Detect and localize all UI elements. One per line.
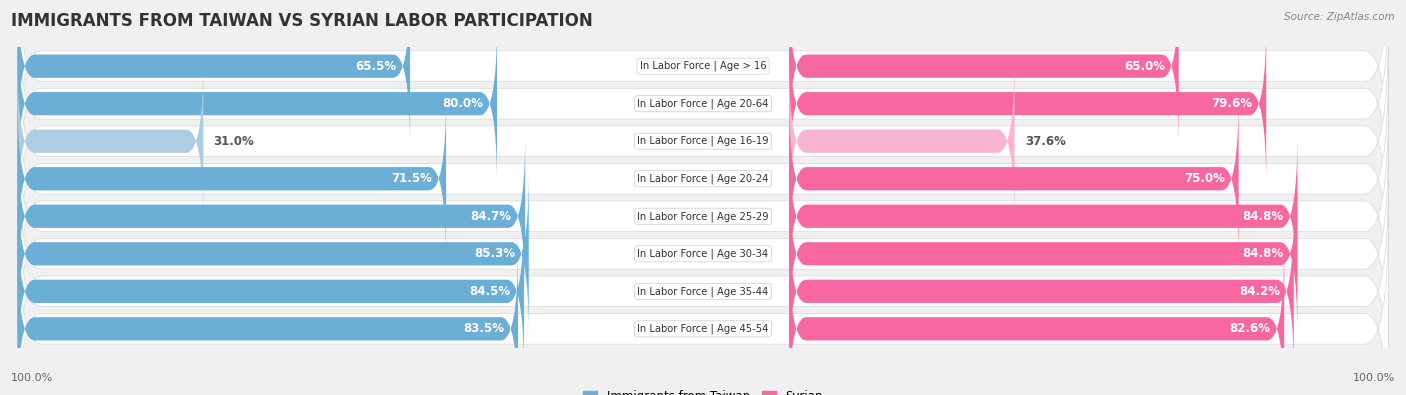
Text: 79.6%: 79.6% <box>1212 97 1253 110</box>
Text: 82.6%: 82.6% <box>1229 322 1271 335</box>
FancyBboxPatch shape <box>17 246 517 395</box>
FancyBboxPatch shape <box>17 63 1389 295</box>
FancyBboxPatch shape <box>17 209 524 374</box>
Text: 75.0%: 75.0% <box>1184 172 1225 185</box>
Text: 37.6%: 37.6% <box>1025 135 1066 148</box>
FancyBboxPatch shape <box>17 25 1389 257</box>
FancyBboxPatch shape <box>17 0 1389 220</box>
Text: 84.7%: 84.7% <box>471 210 512 223</box>
Text: 85.3%: 85.3% <box>474 247 515 260</box>
FancyBboxPatch shape <box>789 21 1267 186</box>
Text: In Labor Force | Age 35-44: In Labor Force | Age 35-44 <box>637 286 769 297</box>
FancyBboxPatch shape <box>17 96 446 261</box>
FancyBboxPatch shape <box>17 138 1389 370</box>
Text: 84.8%: 84.8% <box>1243 247 1284 260</box>
FancyBboxPatch shape <box>17 134 526 299</box>
FancyBboxPatch shape <box>17 0 1389 182</box>
Text: 100.0%: 100.0% <box>11 373 53 383</box>
FancyBboxPatch shape <box>789 0 1178 149</box>
Text: In Labor Force | Age > 16: In Labor Force | Age > 16 <box>640 61 766 71</box>
Text: 31.0%: 31.0% <box>214 135 254 148</box>
FancyBboxPatch shape <box>789 171 1298 336</box>
Text: 83.5%: 83.5% <box>463 322 505 335</box>
FancyBboxPatch shape <box>789 96 1239 261</box>
Text: 80.0%: 80.0% <box>443 97 484 110</box>
Text: 71.5%: 71.5% <box>391 172 432 185</box>
Text: In Labor Force | Age 45-54: In Labor Force | Age 45-54 <box>637 324 769 334</box>
Text: In Labor Force | Age 20-64: In Labor Force | Age 20-64 <box>637 98 769 109</box>
Text: In Labor Force | Age 20-24: In Labor Force | Age 20-24 <box>637 173 769 184</box>
FancyBboxPatch shape <box>789 134 1298 299</box>
Text: 84.2%: 84.2% <box>1239 285 1279 298</box>
Text: IMMIGRANTS FROM TAIWAN VS SYRIAN LABOR PARTICIPATION: IMMIGRANTS FROM TAIWAN VS SYRIAN LABOR P… <box>11 12 593 30</box>
FancyBboxPatch shape <box>789 246 1284 395</box>
FancyBboxPatch shape <box>17 100 1389 332</box>
FancyBboxPatch shape <box>17 171 529 336</box>
Text: 65.0%: 65.0% <box>1123 60 1166 73</box>
FancyBboxPatch shape <box>17 0 411 149</box>
Text: 65.5%: 65.5% <box>356 60 396 73</box>
Text: 84.8%: 84.8% <box>1243 210 1284 223</box>
Text: In Labor Force | Age 25-29: In Labor Force | Age 25-29 <box>637 211 769 222</box>
FancyBboxPatch shape <box>17 213 1389 395</box>
Legend: Immigrants from Taiwan, Syrian: Immigrants from Taiwan, Syrian <box>578 385 828 395</box>
FancyBboxPatch shape <box>17 59 204 224</box>
Text: 84.5%: 84.5% <box>470 285 510 298</box>
Text: Source: ZipAtlas.com: Source: ZipAtlas.com <box>1284 12 1395 22</box>
Text: In Labor Force | Age 16-19: In Labor Force | Age 16-19 <box>637 136 769 147</box>
FancyBboxPatch shape <box>789 59 1015 224</box>
Text: In Labor Force | Age 30-34: In Labor Force | Age 30-34 <box>637 248 769 259</box>
Text: 100.0%: 100.0% <box>1353 373 1395 383</box>
FancyBboxPatch shape <box>17 21 496 186</box>
FancyBboxPatch shape <box>789 209 1294 374</box>
FancyBboxPatch shape <box>17 175 1389 395</box>
